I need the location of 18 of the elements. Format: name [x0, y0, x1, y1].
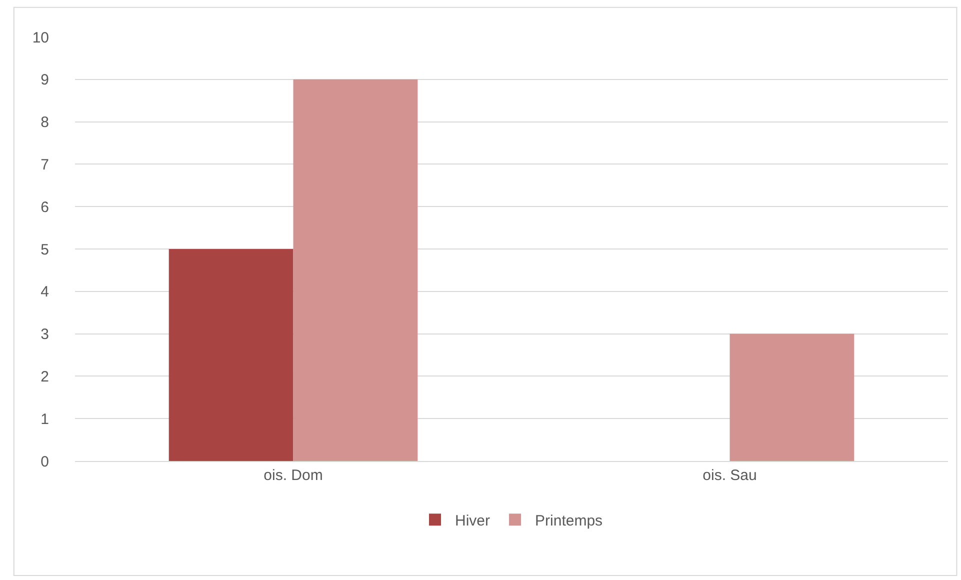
y-tick-label: 5 — [40, 241, 49, 258]
x-tick-label: ois. Dom — [264, 467, 323, 484]
y-tick-label: 10 — [32, 29, 49, 46]
x-tick-label: ois. Sau — [702, 467, 757, 484]
y-tick-label: 9 — [40, 72, 49, 89]
y-tick-label: 0 — [40, 453, 49, 470]
y-tick-label: 4 — [40, 284, 49, 301]
y-tick-label: 2 — [40, 368, 49, 386]
bar — [168, 249, 294, 461]
y-tick-label: 8 — [40, 114, 49, 132]
bar — [293, 79, 418, 461]
bar — [730, 334, 854, 461]
legend-label: Hiver — [455, 512, 490, 530]
y-tick-label: 1 — [40, 410, 49, 428]
y-tick-label: 6 — [40, 198, 49, 216]
y-tick-label: 7 — [40, 156, 49, 174]
legend-label: Printemps — [535, 512, 603, 530]
y-tick-label: 3 — [40, 326, 49, 344]
